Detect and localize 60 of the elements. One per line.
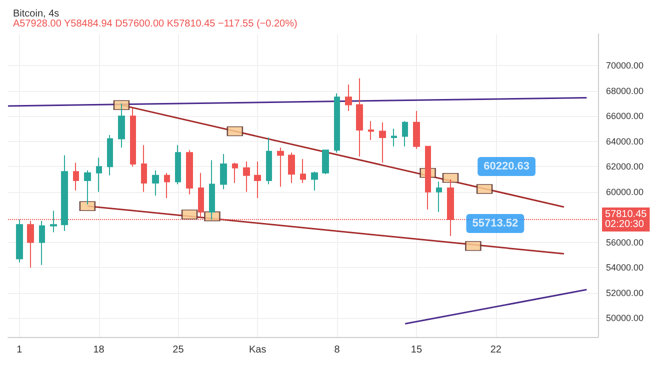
y-tick-label: 70000.00: [606, 60, 644, 71]
candlestick: [61, 154, 68, 232]
x-tick-label: 1: [16, 344, 23, 356]
x-tick-label: 8: [334, 344, 340, 356]
y-tick-label: 64000.00: [606, 136, 644, 146]
candlestick: [266, 137, 272, 185]
candlestick: [379, 122, 386, 164]
candlestick: [84, 170, 91, 205]
candlestick: [130, 108, 136, 168]
candlestick: [39, 220, 45, 266]
candlestick: [391, 128, 397, 147]
candlestick: [16, 219, 23, 264]
y-tick-label: 62000.00: [606, 162, 644, 172]
y-tick-label: 50000.00: [606, 313, 644, 324]
annotation: 60220.63: [484, 160, 530, 173]
x-tick-label: 25: [172, 344, 184, 356]
y-tick-label: 68000.00: [606, 86, 644, 96]
candlestick: [300, 158, 306, 184]
candlestick: [232, 162, 238, 184]
chart-subtitle: A57928.00 Y58484.94 D57600.00 K57810.45 −117.55 (−0.20%): [13, 18, 298, 30]
candlestick: [107, 134, 113, 176]
candlestick: [50, 210, 57, 233]
candlestick: [254, 161, 261, 199]
candlestick: [368, 120, 374, 141]
candlestick: [175, 144, 181, 185]
candlestick: [322, 150, 329, 175]
text: 02:20:30: [605, 218, 644, 230]
candlestick: [243, 161, 250, 192]
candlestick: [118, 102, 125, 148]
candlestick: [209, 160, 215, 220]
candlestick: [334, 92, 340, 154]
candlestick: [356, 78, 363, 157]
x-tick-label: Kas: [249, 344, 266, 356]
candlestick: [311, 171, 318, 192]
candlestick: [73, 162, 79, 192]
candlestick: [277, 147, 284, 188]
candlestick: [220, 153, 227, 190]
x-tick-label: 15: [410, 344, 422, 356]
candlestick: [288, 152, 295, 184]
candlestick: [164, 172, 170, 199]
ref-line-label: 57810.45: [605, 208, 648, 220]
chart-title: Bitcoin, 4s: [13, 8, 60, 20]
y-tick-label: 52000.00: [606, 288, 644, 298]
candlestick: [186, 150, 193, 195]
y-tick-label: 60000.00: [606, 186, 644, 197]
candlestick: [141, 144, 147, 192]
annotation: 55713.52: [472, 217, 518, 230]
candlestick: [425, 146, 431, 210]
candlestick: [436, 181, 442, 213]
candlestick: [198, 172, 204, 218]
candlestick: [413, 110, 420, 150]
candlestick: [96, 157, 102, 192]
x-tick-label: 22: [490, 344, 502, 356]
y-tick-label: 54000.00: [606, 262, 644, 273]
candlestick: [402, 120, 408, 147]
candlestick: [345, 84, 352, 112]
candlestick: [152, 170, 159, 196]
y-tick-label: 66000.00: [606, 111, 644, 122]
y-tick-label: 56000.00: [606, 237, 644, 248]
x-tick-label: 18: [93, 344, 105, 356]
